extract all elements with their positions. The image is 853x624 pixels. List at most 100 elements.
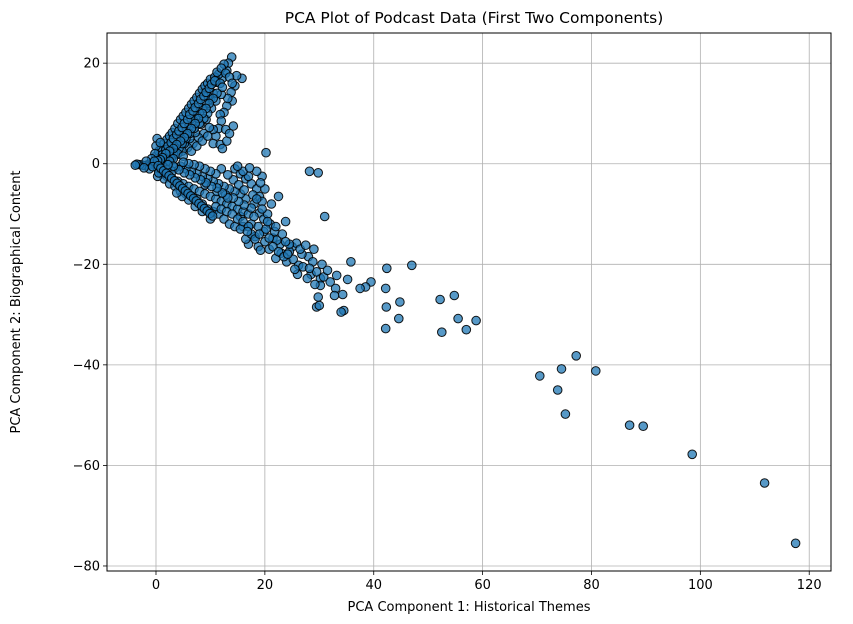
x-tick-label: 0 [152, 578, 160, 593]
scatter-point [202, 131, 213, 141]
scatter-point [329, 290, 340, 301]
scatter-point [790, 538, 801, 549]
scatter-point [244, 163, 255, 173]
scatter-point [322, 265, 333, 276]
scatter-point [759, 478, 770, 488]
scatter-point [437, 327, 447, 338]
y-tick-label: 20 [83, 57, 100, 72]
scatter-point [319, 211, 330, 222]
points-layer [130, 52, 801, 549]
scatter-point [394, 313, 404, 324]
y-tick-label: −40 [73, 358, 100, 373]
scatter-point [342, 274, 353, 285]
scatter-point [381, 302, 392, 312]
scatter-point [556, 364, 567, 374]
scatter-point [380, 283, 391, 294]
scatter-point [453, 313, 463, 324]
scatter-point [273, 191, 284, 202]
scatter-point [313, 292, 324, 302]
scatter-point [130, 160, 141, 170]
scatter-point [317, 259, 327, 270]
scatter-point [255, 245, 266, 255]
x-tick-label: 100 [688, 578, 713, 593]
scatter-point [217, 143, 228, 154]
scatter-point [255, 178, 266, 188]
scatter-point [331, 270, 342, 281]
scatter-point [571, 351, 582, 361]
scatter-point [304, 166, 315, 177]
y-axis-title: PCA Component 2: Biographical Content [9, 170, 24, 433]
scatter-point [461, 324, 472, 335]
scatter-point [261, 147, 271, 158]
grid-layer [107, 33, 831, 571]
x-tick-label: 120 [797, 578, 822, 593]
scatter-point [382, 263, 392, 274]
scatter-point [687, 449, 698, 460]
x-tick-label: 20 [257, 578, 274, 593]
scatter-point [239, 185, 249, 195]
y-tick-label: −80 [73, 559, 100, 574]
scatter-point [624, 420, 635, 431]
scatter-point [560, 409, 571, 419]
ticks-layer: 0 20 40 60 80 100 120 −80 −60 −40 −20 0 20 [73, 57, 822, 593]
scatter-point [178, 157, 188, 167]
y-tick-label: 0 [92, 157, 100, 172]
scatter-point [302, 273, 313, 284]
y-tick-label: −20 [73, 258, 100, 273]
scatter-point [449, 290, 460, 301]
scatter-point [552, 385, 563, 395]
scatter-point [435, 294, 445, 305]
scatter-point [251, 194, 262, 204]
scatter-point [337, 289, 348, 300]
scatter-point [313, 168, 324, 178]
scatter-point [591, 366, 601, 376]
x-tick-label: 40 [365, 578, 382, 593]
scatter-point [300, 240, 311, 250]
x-tick-label: 60 [474, 578, 491, 593]
scatter-point [280, 236, 291, 247]
scatter-point [638, 421, 649, 432]
scatter-point [207, 211, 218, 221]
scatter-point [271, 221, 281, 232]
scatter-point [290, 264, 300, 275]
x-axis-title: PCA Component 1: Historical Themes [348, 600, 591, 615]
scatter-point [155, 137, 166, 148]
scatter-point [249, 211, 259, 222]
scatter-point [380, 323, 391, 334]
scatter-point [139, 163, 149, 173]
scatter-point [228, 121, 239, 131]
scatter-point [282, 249, 293, 259]
scatter-point [262, 216, 273, 227]
scatter-point [227, 78, 237, 89]
chart-title: PCA Plot of Podcast Data (First Two Comp… [285, 9, 664, 27]
scatter-point [254, 229, 265, 239]
scatter-point [280, 216, 291, 227]
scatter-point [304, 263, 315, 274]
scatter-point [535, 371, 545, 381]
scatter-point [346, 257, 356, 267]
scatter-point [314, 300, 325, 311]
plot-frame [106, 32, 832, 572]
scatter-point [395, 297, 405, 307]
scatter-point [471, 315, 481, 326]
scatter-point [223, 170, 233, 180]
x-tick-label: 80 [583, 578, 600, 593]
scatter-point [325, 277, 336, 287]
scatter-point [242, 226, 253, 237]
scatter-point [163, 159, 173, 170]
scatter-point [407, 260, 417, 271]
scatter-point [266, 199, 277, 209]
scatter-point [232, 161, 243, 171]
y-tick-label: −60 [73, 459, 100, 474]
scatter-point [336, 307, 346, 317]
scatter-point [309, 244, 319, 254]
scatter-point [264, 233, 275, 243]
scatter-point [310, 279, 320, 290]
scatter-point [217, 82, 228, 93]
scatter-point [257, 204, 267, 214]
scatter-point [224, 128, 235, 139]
scatter-point [355, 283, 365, 294]
